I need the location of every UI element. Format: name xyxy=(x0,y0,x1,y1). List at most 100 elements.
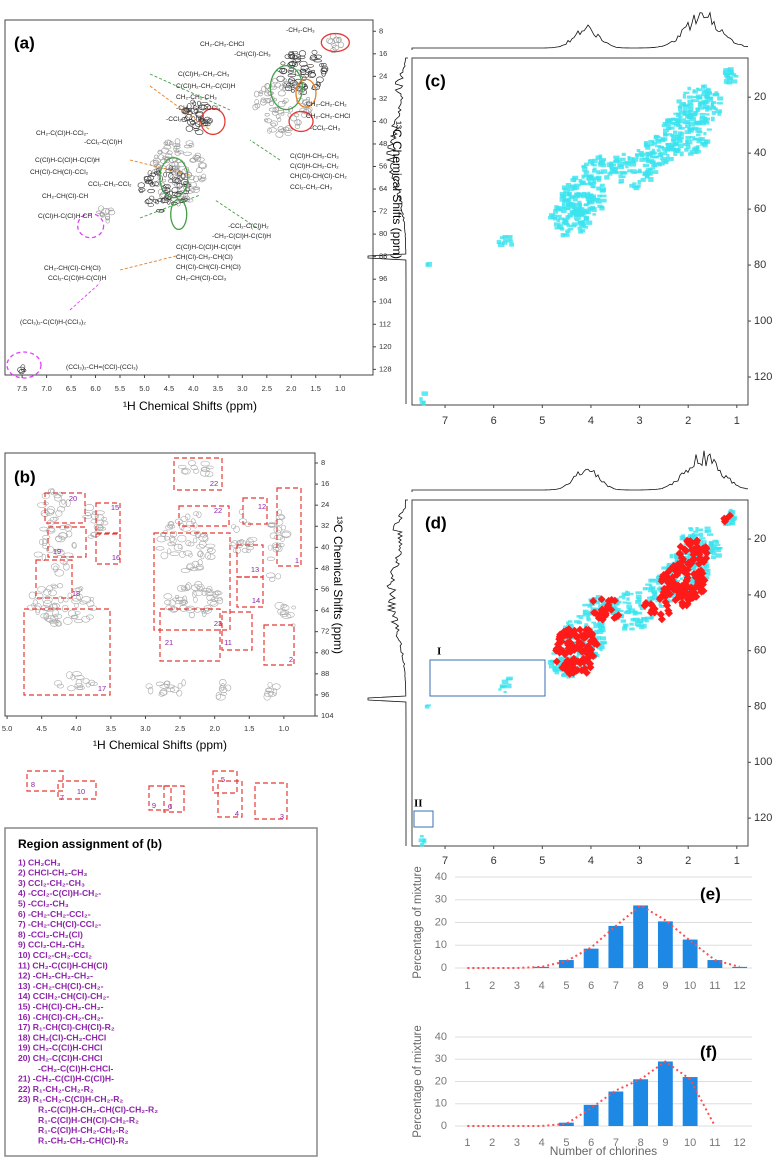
peak-contour xyxy=(185,125,193,132)
peak-cell xyxy=(592,178,597,184)
predicted-peak xyxy=(572,666,581,675)
peak-contour xyxy=(166,687,176,692)
region-label: 19 xyxy=(53,547,61,556)
peak-contour xyxy=(164,139,172,146)
predicted-peak xyxy=(692,538,701,547)
peak-contour xyxy=(199,121,207,127)
x-tick-label: 5 xyxy=(539,855,545,867)
peak-cell xyxy=(582,226,589,229)
peak-cell xyxy=(622,161,630,165)
peak-cell xyxy=(694,563,698,568)
peak-cell xyxy=(682,107,688,113)
peak-cell xyxy=(587,193,594,196)
carbon-trace xyxy=(367,499,408,846)
region-box xyxy=(212,770,238,794)
peak-cell xyxy=(670,134,677,137)
y-tick-label: 72 xyxy=(321,627,329,636)
peak-contour xyxy=(143,176,149,180)
peak-contour xyxy=(163,172,168,178)
peak-contour xyxy=(181,108,190,115)
peak-cell xyxy=(661,146,669,151)
peak-cell xyxy=(562,233,567,236)
peak-contour xyxy=(225,684,232,692)
peak-cell xyxy=(592,167,597,171)
peak-cell xyxy=(619,595,623,599)
peak-contour xyxy=(272,688,278,696)
peak-contour xyxy=(74,683,84,688)
peak-contour xyxy=(284,54,291,59)
peak-contour xyxy=(67,609,77,618)
peak-cell xyxy=(558,656,563,661)
predicted-peak xyxy=(646,600,655,609)
peak-cell xyxy=(704,526,711,529)
region-label: 20 xyxy=(69,494,77,503)
peak-contour xyxy=(144,180,152,184)
peak-cell xyxy=(598,643,605,648)
peak-contour xyxy=(181,587,188,592)
region-label: 23 xyxy=(214,619,222,628)
peak-cell xyxy=(419,835,424,838)
peak-contour xyxy=(283,81,292,88)
peak-contour xyxy=(48,589,57,597)
peak-cell xyxy=(660,156,664,161)
peak-cell xyxy=(619,157,626,161)
peak-contour xyxy=(201,590,207,597)
peak-contour xyxy=(163,183,171,190)
peak-cell xyxy=(683,111,691,116)
peak-contour xyxy=(264,118,269,122)
peak-contour xyxy=(177,464,187,469)
peak-cell xyxy=(548,663,555,669)
peak-cell xyxy=(572,194,576,198)
peak-cell xyxy=(583,216,589,221)
peak-contour xyxy=(163,593,173,600)
peak-contour xyxy=(175,143,181,147)
peak-cell xyxy=(685,139,693,145)
peak-cell xyxy=(727,67,734,72)
peak-cell xyxy=(499,684,505,689)
peak-contour xyxy=(183,151,192,156)
peak-contour xyxy=(254,90,260,98)
peak-cell xyxy=(558,217,564,221)
x-tick-label: 4.0 xyxy=(188,384,198,393)
peak-cell xyxy=(699,537,706,540)
bar xyxy=(732,966,748,968)
peak-cell xyxy=(696,138,703,144)
x-tick-label: 7.5 xyxy=(17,384,27,393)
x-tick-label: 5 xyxy=(563,1137,569,1149)
bar xyxy=(682,939,698,968)
peak-contour xyxy=(183,550,193,556)
peak-cell xyxy=(640,177,646,182)
predicted-peak xyxy=(646,608,655,617)
peak-cell xyxy=(616,160,622,164)
region-box xyxy=(26,770,64,792)
peak-cell xyxy=(617,609,624,613)
peak-cell xyxy=(569,224,577,228)
peak-cell xyxy=(577,226,583,231)
peak-cell xyxy=(725,76,731,80)
peak-contour xyxy=(277,117,282,123)
peak-cell xyxy=(699,542,706,545)
peak-cell xyxy=(627,169,633,173)
predicted-peak xyxy=(580,664,589,673)
peak-cell xyxy=(623,593,629,596)
x-tick-label: 4 xyxy=(588,855,594,867)
peak-contour xyxy=(75,686,84,690)
peak-contour xyxy=(180,516,189,522)
peak-cell xyxy=(648,168,653,172)
peak-annotation: C(Cl)H₂-CH₂-C(Cl)H xyxy=(176,83,236,90)
peak-contour xyxy=(204,589,215,597)
peak-cell xyxy=(704,564,708,569)
peak-contour xyxy=(268,127,277,133)
peak-contour xyxy=(169,536,177,545)
peak-contour xyxy=(210,597,219,602)
peak-annotation: (CCl₃)₂-CH=(CCl)-(CCl₃) xyxy=(66,364,138,371)
peak-cell xyxy=(555,662,562,667)
peak-cell xyxy=(694,533,701,537)
peak-cell xyxy=(677,134,681,138)
peak-contour xyxy=(180,178,189,186)
panel-label: (f) xyxy=(700,1042,717,1061)
predicted-peak xyxy=(684,537,693,546)
peak-cell xyxy=(420,842,425,847)
peak-cell xyxy=(657,152,664,157)
peak-contour xyxy=(275,544,283,552)
